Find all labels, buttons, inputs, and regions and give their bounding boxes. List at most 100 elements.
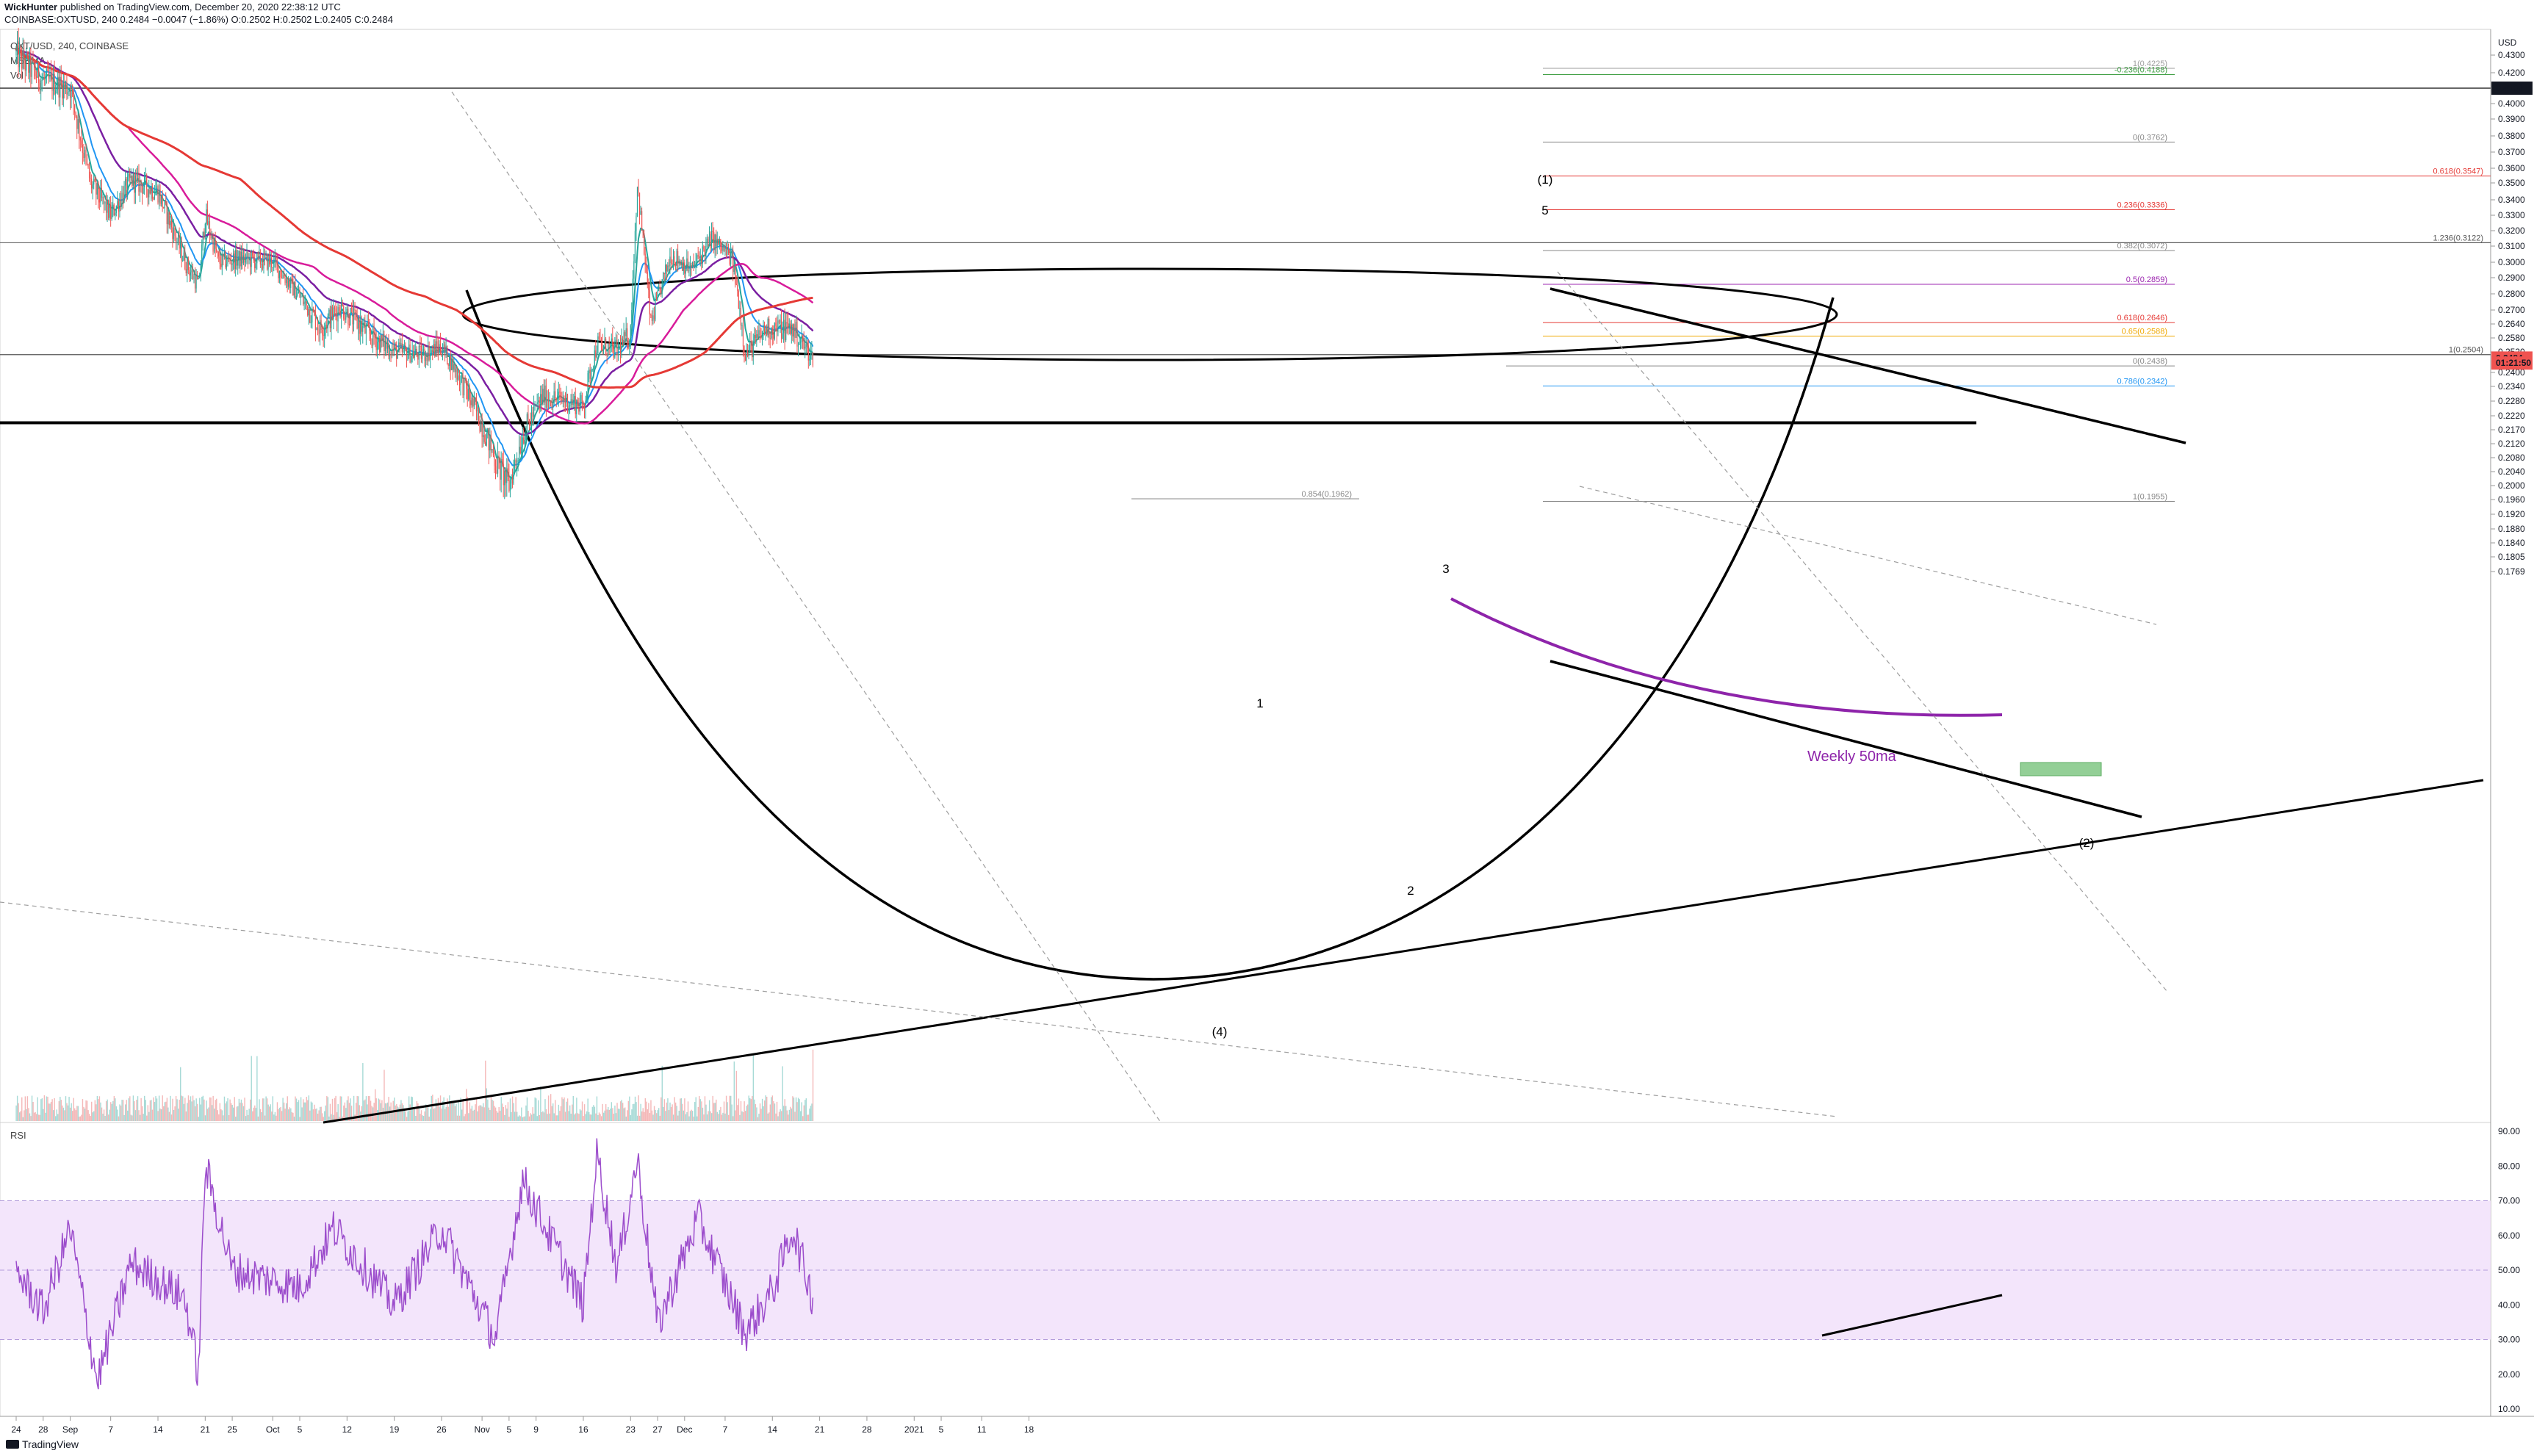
volume-bar (98, 1096, 101, 1121)
volume-bar (485, 1060, 486, 1121)
candle-body (310, 322, 312, 323)
candle-body (400, 343, 402, 345)
volume-bar (754, 1099, 755, 1121)
volume-bar (525, 1105, 527, 1121)
wave-label: (2) (2079, 836, 2095, 850)
volume-bar (165, 1101, 167, 1121)
candle-body (470, 400, 472, 406)
rsi-trendline (1821, 1294, 2003, 1337)
volume-bar (730, 1095, 732, 1121)
volume-bar (549, 1113, 550, 1121)
candle-body (733, 265, 735, 273)
candle-body (148, 189, 150, 198)
volume-bar (708, 1100, 710, 1121)
candle-body (323, 334, 324, 336)
candle-body (85, 150, 87, 158)
candle-body (434, 344, 436, 357)
candle-body (297, 292, 298, 296)
volume-bar (371, 1106, 372, 1121)
volume-bar (506, 1109, 508, 1121)
volume-bar (617, 1109, 619, 1121)
candle-body (100, 188, 101, 203)
volume-bar (201, 1096, 203, 1121)
candle-body (365, 325, 367, 334)
volume-bar (316, 1108, 317, 1121)
candle-body (228, 256, 230, 259)
candle-body (47, 69, 48, 71)
rsi-axis[interactable]: 90.00 80.00 70.00 60.00 50.00 40.00 30.00 20.00… (2498, 1126, 2520, 1414)
candle-body (337, 307, 339, 322)
candle-body (226, 264, 228, 268)
candle-body (407, 356, 408, 361)
time-axis[interactable]: 24 28 Sep 7 14 21 25 Oct 5 12 19 26 Nov 5 9 16 23 27 Dec 7 1… (11, 1416, 1034, 1435)
candle-body (98, 198, 100, 203)
candle-body (251, 252, 252, 267)
candle-body (286, 279, 287, 284)
volume-bar (418, 1109, 420, 1121)
time-tick-label: 7 (723, 1424, 728, 1435)
candle-body (475, 403, 478, 412)
legend-volume[interactable]: Vol (10, 70, 24, 81)
volume-bar (547, 1095, 550, 1121)
volume-bar (199, 1098, 201, 1121)
tradingview-brand[interactable]: TradingView (6, 1438, 79, 1450)
candle-body (562, 398, 564, 401)
candle-body (408, 344, 410, 356)
candle-body (274, 257, 276, 260)
volume-bar (213, 1109, 215, 1121)
price-tick-label: 0.1880 (2498, 524, 2525, 534)
candle-body (245, 257, 247, 263)
price-tick-label: 0.2040 (2498, 466, 2525, 477)
volume-bar (118, 1116, 120, 1121)
volume-bar (130, 1114, 132, 1121)
volume-bar (198, 1117, 199, 1121)
volume-bar (496, 1111, 497, 1121)
candle-body (424, 348, 425, 361)
volume-bar (329, 1103, 331, 1121)
time-tick-label: 23 (626, 1424, 636, 1435)
candle-body (785, 322, 787, 341)
volume-bar (462, 1100, 464, 1121)
volume-bar (259, 1109, 262, 1121)
volume-bar (553, 1113, 555, 1121)
legend-rsi[interactable]: RSI (10, 1130, 26, 1141)
volume-bar (209, 1097, 211, 1121)
candle-body (445, 346, 447, 353)
candle-body (641, 211, 643, 231)
volume-bar (634, 1096, 636, 1121)
candle-body (774, 322, 775, 339)
candle-body (392, 349, 394, 351)
candle-body (16, 41, 18, 51)
volume-bar (568, 1111, 569, 1121)
volume-bar (126, 1100, 127, 1121)
wave-label: (1) (1538, 173, 1553, 187)
candle-body (94, 179, 96, 182)
volume-bar (151, 1109, 154, 1121)
dashed-fan-line (451, 91, 1162, 1123)
candle-body (389, 354, 391, 357)
volume-bar (333, 1114, 334, 1121)
candle-body (333, 307, 334, 319)
volume-bar (561, 1097, 563, 1121)
legend-main[interactable]: OXT/USD, 240, COINBASE (10, 40, 129, 51)
candle-body (564, 402, 566, 403)
candle-body (533, 405, 535, 417)
volume-bar (480, 1105, 482, 1121)
volume-bar (322, 1113, 323, 1121)
candle-body (30, 54, 32, 77)
candle-body (405, 345, 406, 350)
price-axis[interactable]: 0.4300 0.4200 0.4000 0.3900 0.3800 0.3700 0.36… (2491, 37, 2525, 577)
candle-body (750, 341, 752, 342)
volume-bar (683, 1110, 685, 1121)
volume-bar (755, 1104, 757, 1121)
volume-bar (162, 1095, 163, 1121)
volume-bar (746, 1104, 749, 1121)
candle-body (102, 197, 104, 198)
volume-bar (625, 1116, 627, 1121)
candle-body (780, 320, 782, 339)
publisher-line: WickHunter published on TradingView.com,… (4, 1, 341, 12)
candle-body (107, 201, 109, 218)
volume-bar (600, 1116, 602, 1121)
volume-bar (265, 1096, 267, 1121)
